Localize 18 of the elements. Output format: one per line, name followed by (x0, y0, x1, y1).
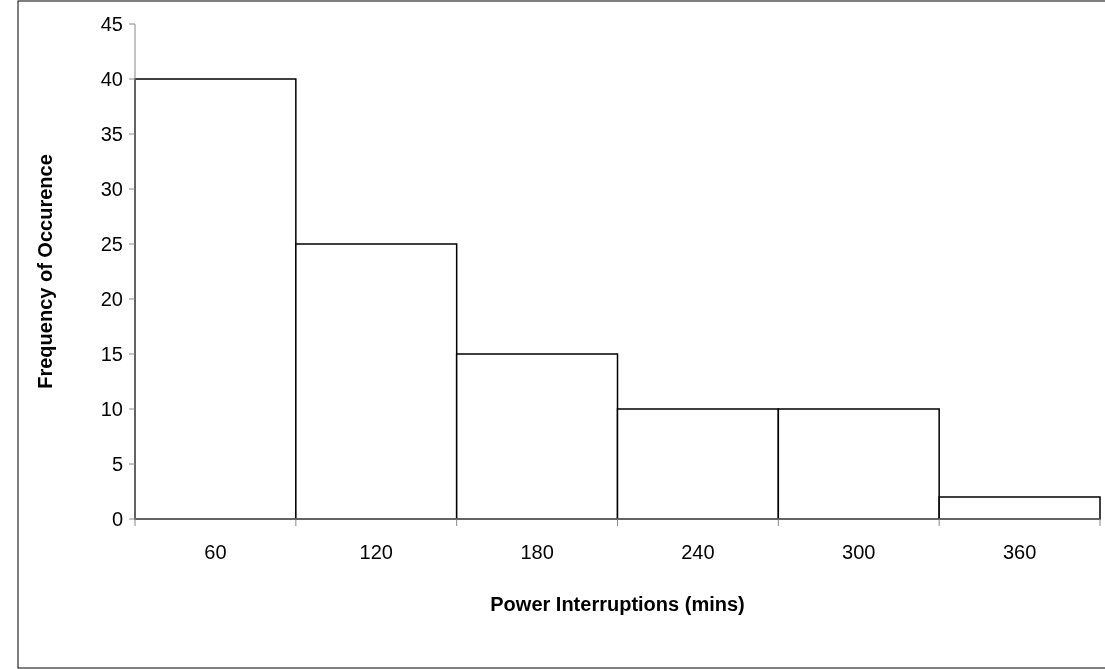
y-tick-label: 15 (100, 343, 123, 365)
x-tick-label: 60 (204, 541, 227, 563)
x-axis-title: Power Interruptions (mins) (490, 593, 745, 615)
y-tick-label: 25 (100, 233, 123, 255)
x-tick-label: 300 (842, 541, 876, 563)
x-tick-label: 240 (681, 541, 715, 563)
y-tick-label: 40 (100, 68, 123, 90)
x-tick-label: 120 (359, 541, 393, 563)
y-tick-label: 10 (100, 398, 123, 420)
y-tick-label: 5 (111, 453, 123, 475)
y-tick-label: 35 (100, 123, 123, 145)
y-tick-label: 0 (111, 508, 123, 530)
y-tick-label: 20 (100, 288, 123, 310)
x-tick-label: 180 (520, 541, 554, 563)
y-tick-label: 45 (100, 13, 123, 35)
x-tick-label: 360 (1002, 541, 1037, 563)
y-axis-title: Frequency of Occurence (34, 154, 56, 389)
y-tick-label: 30 (100, 178, 123, 200)
